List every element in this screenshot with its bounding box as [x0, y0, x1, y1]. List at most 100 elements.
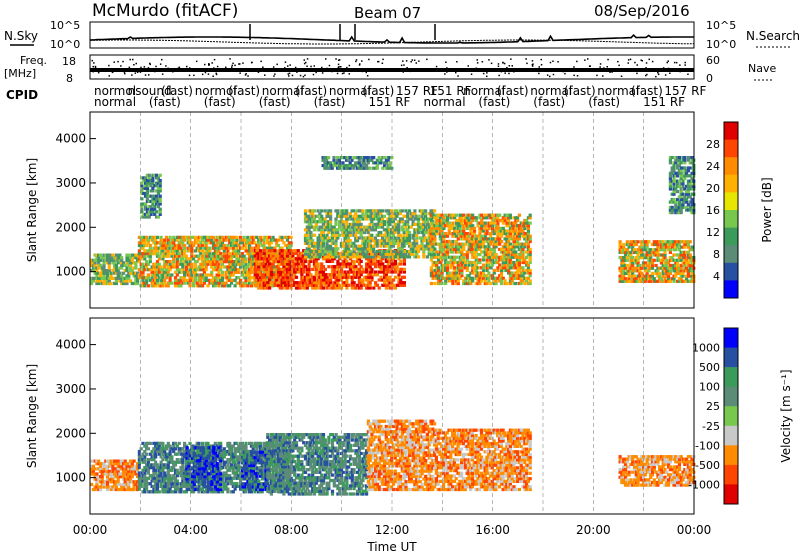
data-cell	[472, 216, 477, 220]
data-cell	[476, 253, 480, 257]
data-cell	[302, 265, 306, 269]
data-cell	[386, 164, 390, 168]
data-cell	[285, 273, 290, 277]
data-cell	[329, 217, 333, 221]
data-cell	[489, 250, 493, 254]
freq-panel-frame	[89, 54, 695, 80]
data-cell	[656, 279, 660, 283]
data-cell	[181, 238, 185, 242]
data-cell	[517, 234, 521, 238]
data-cell	[143, 235, 147, 239]
data-cell	[184, 262, 188, 266]
data-cell	[525, 232, 529, 236]
data-cell	[332, 228, 336, 232]
data-cell	[277, 283, 281, 287]
data-cell	[413, 228, 417, 232]
data-cell	[141, 281, 145, 285]
data-cell	[285, 254, 290, 258]
data-cell	[354, 228, 358, 232]
data-cell	[517, 260, 521, 265]
data-cell	[314, 259, 318, 263]
data-cell	[318, 217, 322, 221]
data-cell	[97, 258, 101, 262]
data-cell	[305, 241, 309, 245]
data-cell	[330, 225, 334, 229]
data-cell	[471, 268, 475, 272]
data-cell	[483, 279, 487, 283]
data-cell	[449, 263, 453, 267]
data-cell	[467, 245, 471, 249]
data-cell	[424, 230, 428, 235]
data-cell	[636, 258, 640, 262]
data-cell	[309, 281, 313, 285]
data-cell	[379, 158, 383, 162]
data-cell	[210, 235, 214, 239]
freq-mark	[337, 66, 340, 69]
data-cell	[460, 258, 464, 262]
data-cell	[90, 281, 94, 286]
data-cell	[661, 256, 665, 260]
data-cell	[224, 238, 228, 242]
data-cell	[654, 263, 658, 268]
data-cell	[454, 221, 459, 225]
data-cell	[627, 266, 631, 270]
data-cell	[312, 255, 317, 259]
freq-mark	[627, 59, 630, 61]
data-cell	[334, 209, 338, 213]
data-cell	[255, 249, 259, 253]
data-cell	[683, 261, 687, 265]
data-cell	[300, 262, 304, 266]
data-cell	[489, 224, 493, 228]
data-cell	[260, 257, 264, 261]
data-cell	[312, 244, 317, 248]
data-cell	[237, 243, 241, 248]
data-cell	[458, 260, 462, 265]
data-cell	[148, 235, 152, 239]
data-cell	[402, 239, 406, 243]
data-cell	[366, 257, 370, 261]
data-cell	[311, 283, 315, 287]
data-cell	[454, 274, 459, 278]
data-cell	[384, 230, 388, 235]
freq-mark	[531, 65, 534, 67]
data-cell	[357, 230, 361, 235]
data-cell	[242, 257, 246, 261]
data-cell	[478, 274, 482, 278]
data-cell	[255, 259, 259, 263]
data-cell	[514, 281, 518, 286]
data-cell	[525, 234, 529, 238]
data-cell	[264, 254, 268, 258]
data-cell	[377, 161, 381, 165]
freq-mark	[662, 67, 665, 69]
data-cell	[267, 276, 272, 280]
data-cell	[451, 274, 455, 278]
data-cell	[647, 250, 651, 254]
freq-mark	[620, 75, 623, 77]
data-cell	[325, 239, 329, 243]
data-cell	[505, 229, 509, 233]
data-cell	[469, 250, 473, 254]
data-cell	[395, 239, 399, 243]
data-cell	[528, 221, 532, 225]
data-cell	[366, 255, 370, 259]
data-cell	[355, 255, 360, 259]
data-cell	[519, 250, 523, 254]
data-cell	[346, 230, 351, 235]
data-cell	[402, 252, 406, 256]
data-cell	[384, 158, 388, 162]
data-cell	[494, 281, 498, 286]
data-cell	[489, 216, 493, 220]
data-cell	[656, 253, 660, 257]
data-cell	[451, 242, 455, 246]
data-cell	[345, 275, 349, 279]
data-cell	[377, 286, 381, 290]
data-cell	[438, 218, 442, 223]
data-cell	[384, 286, 388, 290]
data-cell	[95, 269, 99, 273]
data-cell	[422, 212, 426, 216]
data-cell	[526, 247, 530, 251]
data-cell	[312, 214, 317, 218]
data-cell	[516, 237, 520, 241]
data-cell	[350, 241, 354, 245]
data-cell	[454, 260, 459, 265]
